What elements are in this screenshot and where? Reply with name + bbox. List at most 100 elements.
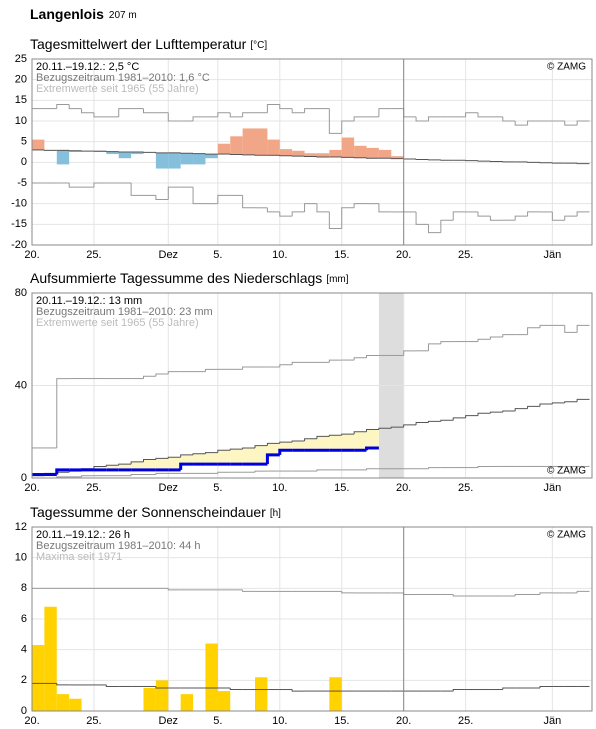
step-line: [564, 325, 578, 333]
step-line: [93, 112, 107, 118]
chart-title: Tagesmittelwert der Lufttemperatur [°C]: [30, 36, 267, 52]
anomaly-bar: [168, 152, 181, 169]
y-tick-label: 0: [21, 156, 27, 168]
y-tick-label: 10: [15, 552, 27, 564]
y-tick-label: 40: [15, 379, 27, 391]
step-line: [265, 453, 280, 465]
step-line: [502, 334, 516, 337]
deficit-area: [304, 438, 317, 451]
step-line: [143, 108, 156, 114]
deficit-area: [118, 464, 132, 470]
chart-unit: [h]: [270, 508, 281, 519]
step-line: [527, 120, 540, 126]
step-line: [390, 426, 404, 429]
header: Langenlois 207 m: [30, 6, 137, 22]
step-line: [316, 469, 330, 472]
y-tick-label: 0: [21, 705, 27, 717]
deficit-area: [230, 449, 243, 465]
step-line: [279, 104, 293, 110]
info-period: 20.11.–19.12.: 26 h: [36, 529, 130, 541]
step-line: [55, 468, 70, 475]
step-line: [502, 410, 516, 413]
anomaly-bar: [279, 149, 293, 156]
x-tick-label: Jän: [543, 715, 561, 727]
anomaly-bar: [180, 153, 194, 165]
deficit-area: [106, 465, 119, 470]
step-line: [539, 685, 553, 688]
step-line: [427, 420, 441, 423]
step-line: [564, 215, 578, 221]
deficit-area: [279, 442, 293, 451]
step-line: [477, 112, 491, 118]
step-line: [564, 401, 578, 403]
step-line: [440, 219, 454, 233]
step-line: [403, 350, 417, 356]
step-line: [316, 435, 330, 439]
step-line: [266, 207, 280, 213]
step-line: [68, 183, 82, 188]
anomaly-bar: [316, 153, 330, 157]
x-tick-label: 20.: [396, 249, 411, 261]
step-line: [353, 116, 367, 121]
step-line: [291, 211, 305, 217]
step-line: [229, 688, 243, 691]
step-line: [576, 120, 590, 126]
step-line: [81, 475, 94, 477]
x-tick-label: 5.: [213, 249, 222, 261]
step-line: [155, 373, 169, 377]
anomaly-bar: [267, 139, 280, 156]
station-name: Langenlois: [30, 6, 104, 22]
step-line: [93, 182, 107, 188]
step-line: [105, 684, 119, 687]
step-line: [341, 120, 355, 134]
x-tick-label: 10.: [272, 482, 287, 494]
x-tick-label: 5.: [213, 715, 222, 727]
info-period: 20.11.–19.12.: 2,5 °C: [36, 61, 139, 73]
step-line: [415, 211, 429, 225]
bar: [44, 606, 57, 711]
step-line: [105, 464, 119, 467]
step-line: [328, 434, 342, 437]
step-line: [155, 472, 169, 475]
step-line: [118, 463, 132, 466]
deficit-area: [292, 441, 305, 451]
deficit-area: [316, 436, 330, 451]
step-line: [242, 112, 256, 117]
deficit-area: [168, 457, 181, 470]
bar: [155, 680, 169, 711]
step-line: [291, 440, 305, 443]
x-tick-label: 20.: [24, 715, 39, 727]
anomaly-bar: [193, 153, 206, 165]
chart-title-text: Tagessumme der Sonnenscheindauer: [30, 504, 266, 520]
step-line: [56, 378, 70, 448]
anomaly-bar: [242, 128, 256, 155]
step-line: [316, 203, 330, 213]
step-line: [539, 403, 553, 407]
step-line: [366, 354, 379, 358]
step-line: [291, 361, 305, 365]
anomaly-bar: [391, 156, 404, 159]
anomaly-bar: [131, 152, 144, 155]
step-line: [527, 327, 540, 335]
step-line: [192, 187, 206, 205]
step-line: [477, 338, 491, 342]
y-tick-label: 8: [21, 582, 27, 594]
step-line: [539, 592, 553, 595]
step-line: [81, 108, 94, 114]
deficit-area: [193, 453, 206, 465]
anomaly-bar: [329, 149, 342, 157]
step-line: [353, 357, 367, 361]
step-line: [167, 456, 181, 459]
step-line: [440, 341, 454, 344]
step-line: [266, 442, 280, 446]
step-line: [229, 112, 243, 118]
chart-unit: [°C]: [250, 40, 267, 51]
deficit-area: [267, 443, 280, 455]
x-tick-label: Jän: [543, 249, 561, 261]
step-line: [477, 465, 491, 468]
y-tick-label: 10: [15, 115, 27, 127]
step-line: [576, 324, 590, 333]
y-tick-label: 4: [21, 644, 27, 656]
x-tick-label: 25.: [86, 249, 101, 261]
